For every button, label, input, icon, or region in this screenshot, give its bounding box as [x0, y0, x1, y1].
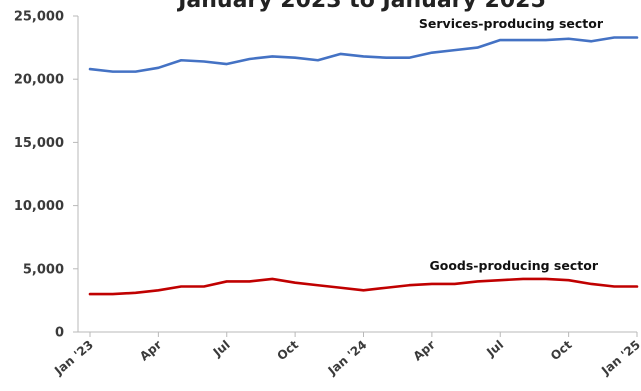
x-tick-label: Oct — [274, 337, 301, 363]
series-lines — [88, 36, 639, 296]
y-tick-label: 5,000 — [23, 262, 64, 277]
x-tick-label: Jul — [483, 338, 506, 360]
series-line-services — [88, 36, 639, 73]
series-label-goods: Goods-producing sector — [429, 258, 598, 273]
x-tick-label: Apr — [411, 338, 438, 364]
x-tick-label: Jan '23 — [51, 338, 96, 379]
x-tick-label: Jul — [210, 338, 233, 360]
x-tick-label: Apr — [137, 338, 164, 364]
y-axis: 0 5,000 10,000 15,000 20,000 25,000 — [14, 10, 79, 341]
x-tick-label: Oct — [548, 337, 575, 363]
y-tick-label: 15,000 — [14, 136, 64, 151]
x-axis: Jan '23 Apr Jul Oct Jan '24 Apr Jul Oct Jan '25 — [51, 331, 641, 379]
x-tick-label: Jan '25 — [598, 338, 641, 379]
y-tick-label: 0 — [55, 326, 64, 341]
y-tick-label: 25,000 — [14, 10, 64, 25]
y-tick-label: 20,000 — [14, 73, 64, 88]
y-tick-label: 10,000 — [14, 199, 64, 214]
chart-title: January 2023 to January 2025 — [176, 0, 546, 13]
series-line-goods — [88, 277, 639, 296]
series-label-services: Services-producing sector — [419, 16, 604, 31]
x-tick-label: Jan '24 — [325, 338, 370, 379]
